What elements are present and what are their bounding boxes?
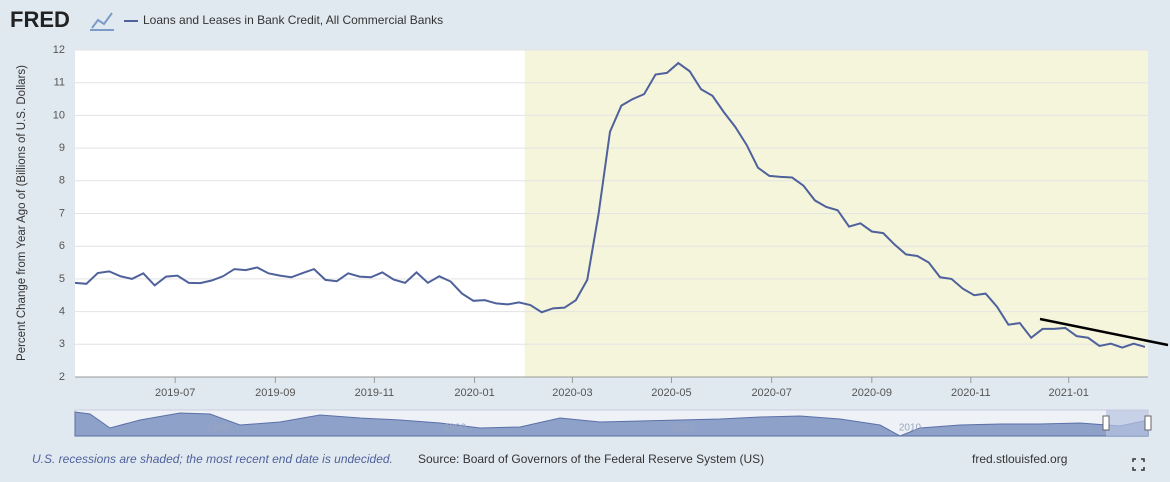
navigator-labels: 1980 1990 2000 2010	[207, 423, 922, 434]
x-tick-label: 2019-09	[255, 387, 295, 399]
x-tick-label: 2019-11	[355, 387, 395, 399]
x-tick-label: 2020-11	[951, 387, 991, 399]
y-tick-label: 4	[59, 306, 65, 318]
y-tick-label: 3	[59, 338, 65, 350]
x-tick-label: 2020-03	[552, 387, 592, 399]
legend-label: Loans and Leases in Bank Credit, All Com…	[143, 13, 443, 27]
y-tick-label: 9	[59, 142, 65, 154]
navigator-label: 1980	[207, 423, 230, 434]
y-tick-label: 8	[59, 175, 65, 187]
navigator-label: 2000	[672, 423, 695, 434]
navigator-window[interactable]	[1106, 410, 1148, 436]
x-tick-label: 2020-05	[651, 387, 691, 399]
x-tick-label: 2019-07	[155, 387, 195, 399]
y-tick-label: 12	[53, 44, 65, 56]
site-link[interactable]: fred.stlouisfed.org	[972, 452, 1067, 466]
navigator-area	[74, 411, 1149, 437]
y-tick-label: 10	[53, 109, 65, 121]
x-tick-label: 2021-01	[1049, 387, 1089, 399]
navigator-handle[interactable]	[1102, 415, 1110, 431]
data-line	[74, 61, 1146, 349]
x-tick-label: 2020-09	[852, 387, 892, 399]
trend-annotation	[1039, 317, 1169, 347]
x-tick-label: 2020-01	[454, 387, 494, 399]
navigator-handle[interactable]	[1144, 415, 1152, 431]
y-axis-label: Percent Change from Year Ago of (Billion…	[16, 65, 28, 361]
y-tick-label: 5	[59, 273, 65, 285]
logo: FRED	[10, 7, 70, 32]
x-tick-label: 2020-07	[751, 387, 791, 399]
y-tick-label: 7	[59, 207, 65, 219]
navigator-label: 2010	[899, 423, 922, 434]
logo-icon	[90, 12, 114, 31]
source: Source: Board of Governors of the Federa…	[418, 452, 764, 466]
y-tick-label: 11	[54, 77, 65, 89]
navigator-label: 1990	[444, 423, 467, 434]
plot: 2 3 4 5 6 7 8 9 10 11 12 2019-07 2019-09 2019-11 2020-…	[53, 44, 1148, 399]
y-tick-label: 6	[59, 240, 65, 252]
navigator: 1980 1990 2000 2010	[74, 409, 1152, 437]
recession-note: U.S. recessions are shaded; the most rec…	[32, 452, 393, 466]
y-tick-label: 2	[59, 371, 65, 383]
fullscreen-button[interactable]	[1132, 458, 1145, 471]
